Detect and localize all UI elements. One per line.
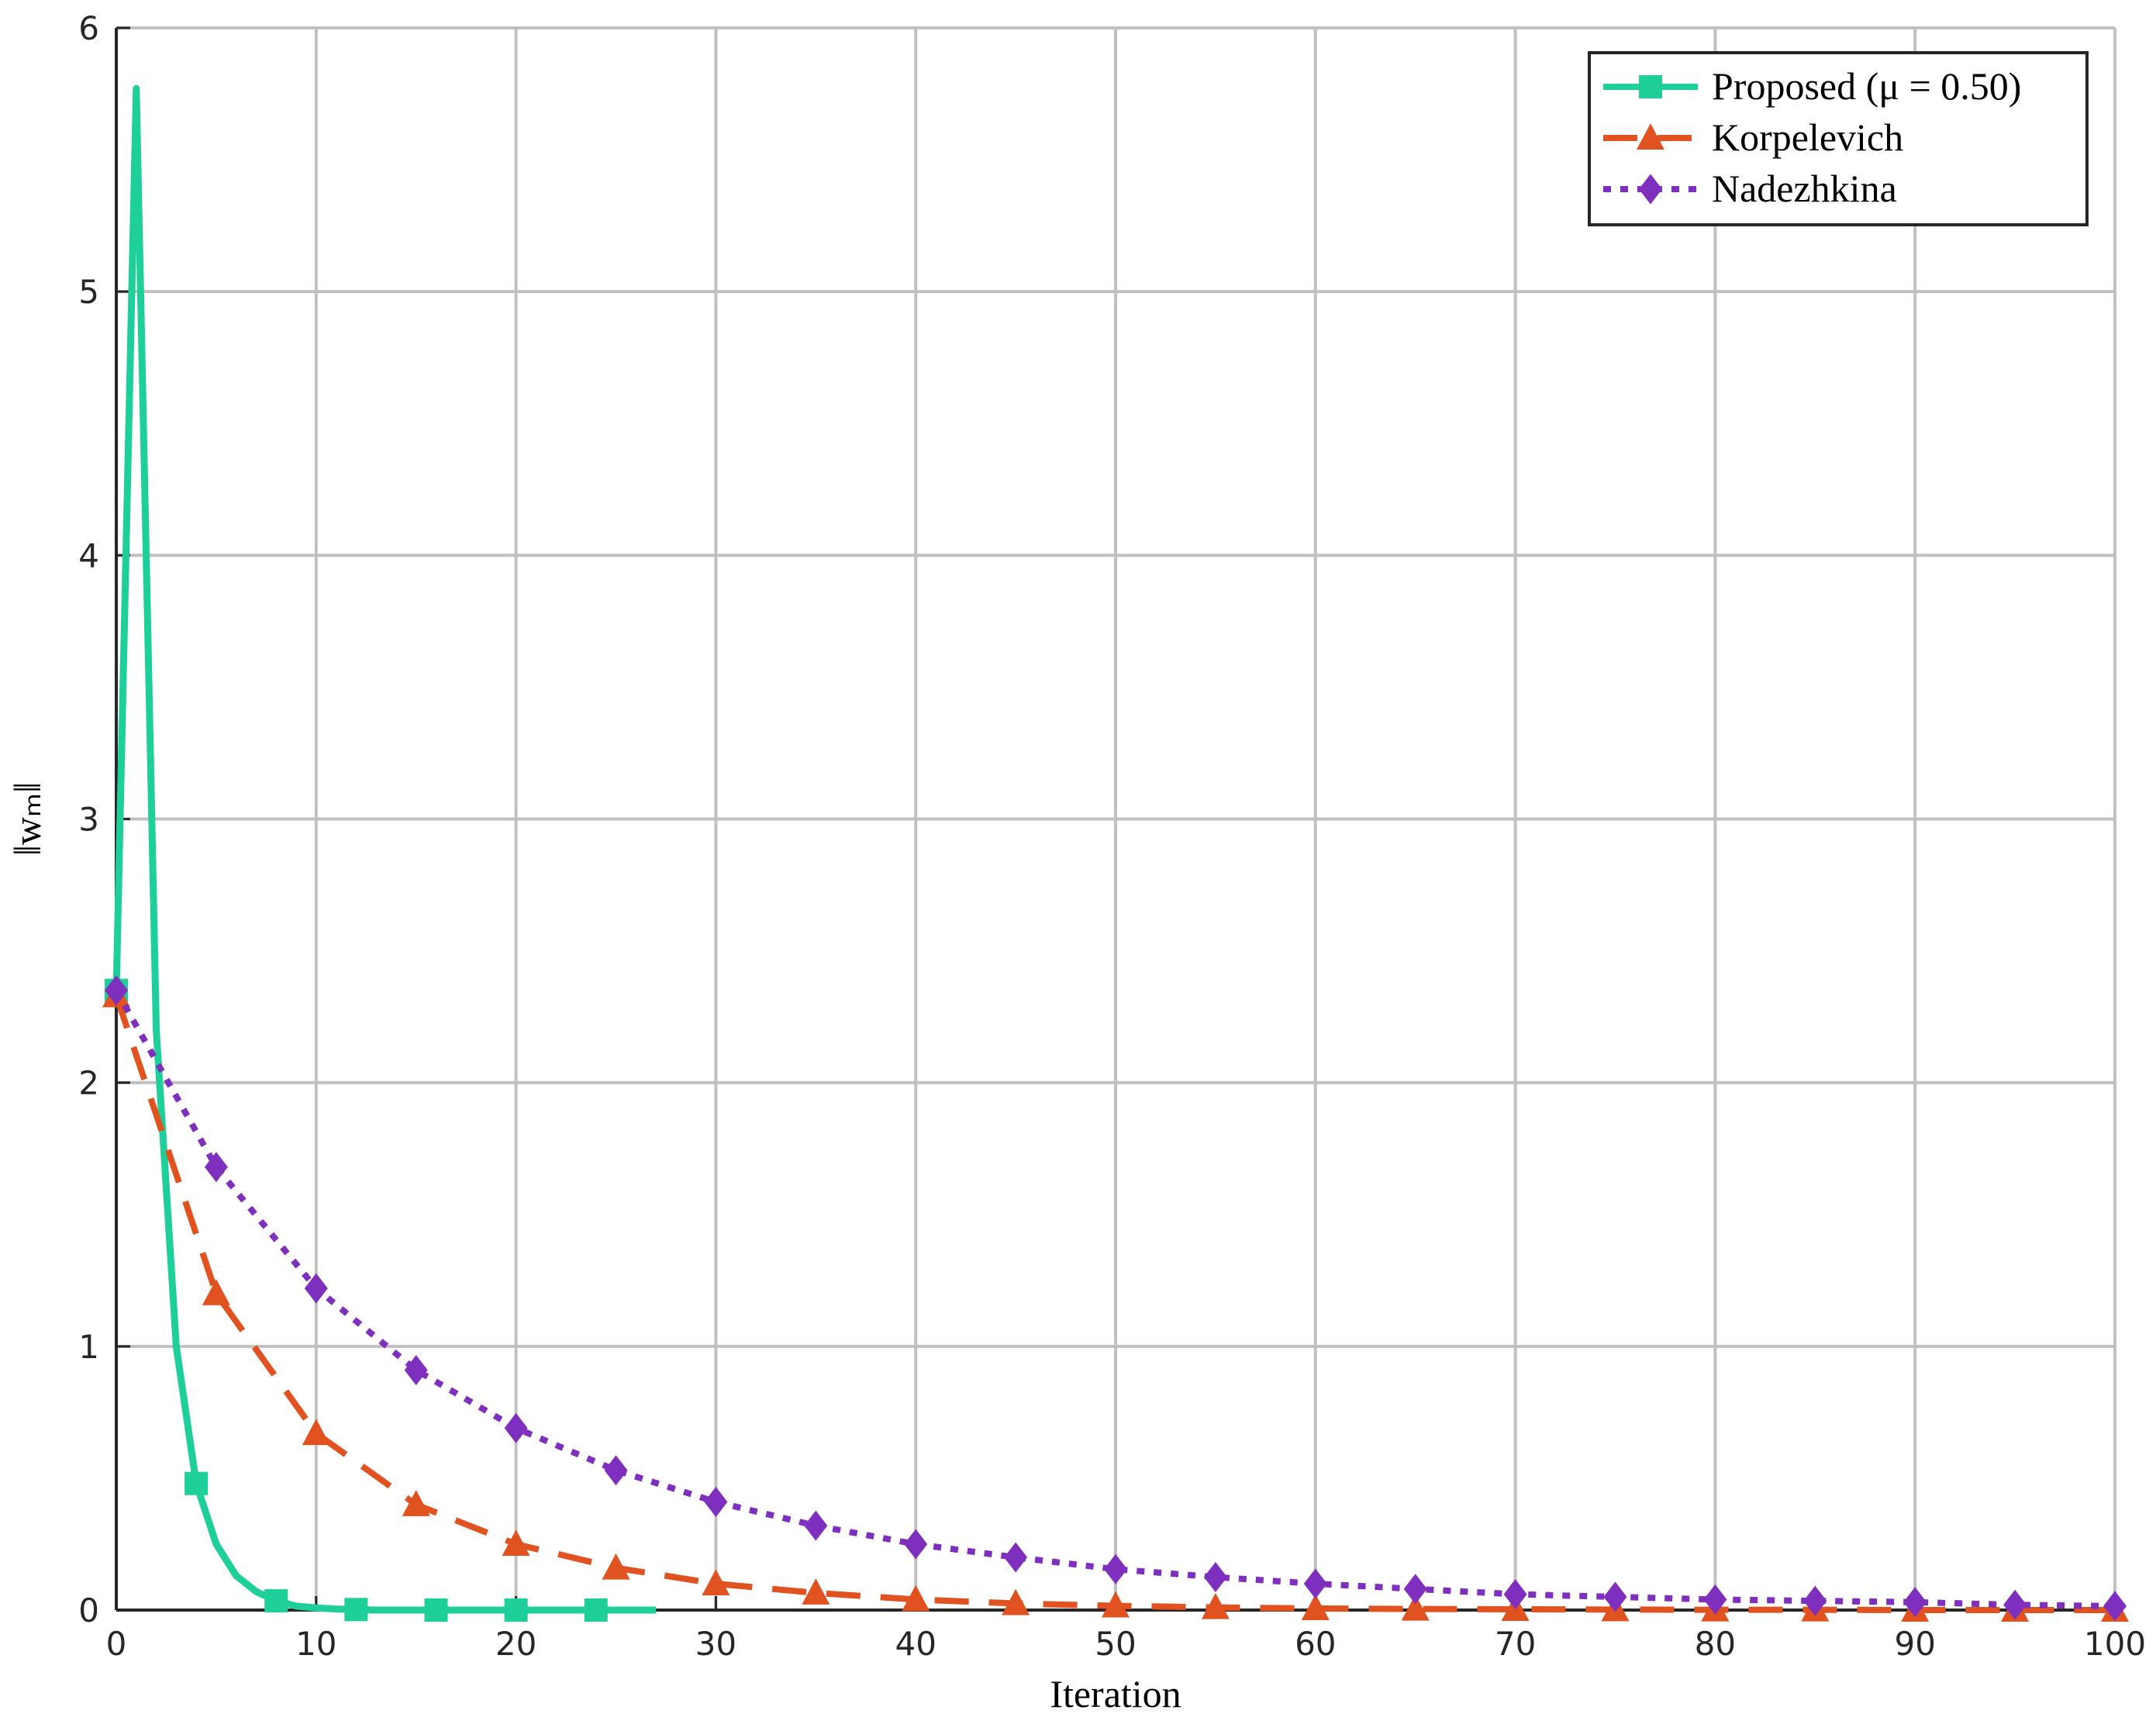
legend-label: Proposed (μ = 0.50) bbox=[1712, 64, 2021, 108]
marker bbox=[1201, 1592, 1230, 1619]
y-tick-label: 0 bbox=[78, 1591, 99, 1629]
legend-label: Nadezhkina bbox=[1712, 167, 1897, 210]
marker bbox=[602, 1553, 630, 1580]
x-tick-label: 10 bbox=[295, 1625, 336, 1663]
marker bbox=[904, 1529, 928, 1560]
marker bbox=[1703, 1584, 1727, 1615]
x-tick-label: 80 bbox=[1695, 1625, 1736, 1663]
marker bbox=[1637, 123, 1664, 150]
marker bbox=[1403, 1574, 1427, 1605]
marker bbox=[1639, 174, 1662, 205]
y-tick-label: 3 bbox=[78, 801, 99, 839]
marker bbox=[1203, 1561, 1227, 1592]
y-tick-label: 1 bbox=[78, 1328, 99, 1366]
y-axis-label: ‖wₘ‖ bbox=[5, 782, 49, 856]
marker bbox=[584, 1598, 608, 1622]
marker bbox=[2003, 1589, 2027, 1620]
marker bbox=[902, 1584, 930, 1612]
legend: Proposed (μ = 0.50) Korpelevich Nadezhkina bbox=[1588, 51, 2089, 226]
marker bbox=[1401, 1594, 1430, 1621]
y-tick-label: 5 bbox=[78, 273, 99, 311]
marker bbox=[105, 975, 128, 1006]
x-tick-label: 40 bbox=[895, 1625, 936, 1663]
x-tick-label: 30 bbox=[695, 1625, 736, 1663]
marker bbox=[1903, 1587, 1927, 1618]
marker bbox=[1301, 1594, 1330, 1620]
marker bbox=[404, 1354, 428, 1385]
marker bbox=[704, 1487, 728, 1518]
x-tick-label: 50 bbox=[1095, 1625, 1136, 1663]
marker bbox=[185, 1471, 209, 1495]
marker bbox=[202, 1279, 230, 1305]
y-tick-label: 6 bbox=[78, 9, 99, 47]
marker bbox=[1503, 1579, 1527, 1610]
x-tick-label: 0 bbox=[106, 1625, 127, 1663]
marker bbox=[402, 1490, 430, 1516]
marker bbox=[304, 1273, 328, 1304]
marker bbox=[502, 1529, 530, 1556]
marker bbox=[1002, 1588, 1030, 1615]
marker bbox=[204, 1152, 228, 1183]
y-tick-label: 4 bbox=[78, 536, 99, 574]
x-axis-label: Iteration bbox=[1050, 1672, 1181, 1715]
marker bbox=[802, 1578, 830, 1605]
marker bbox=[604, 1455, 628, 1486]
x-tick-label: 90 bbox=[1894, 1625, 1935, 1663]
x-tick-label: 70 bbox=[1495, 1625, 1536, 1663]
marker bbox=[1104, 1553, 1127, 1584]
marker bbox=[504, 1598, 528, 1622]
x-tick-label: 60 bbox=[1295, 1625, 1336, 1663]
marker bbox=[504, 1412, 528, 1443]
marker bbox=[302, 1419, 330, 1446]
marker bbox=[344, 1598, 368, 1622]
marker bbox=[1303, 1568, 1327, 1599]
series-line bbox=[112, 84, 657, 1614]
marker bbox=[1004, 1542, 1028, 1573]
marker bbox=[1603, 1581, 1627, 1612]
x-tick-label: 20 bbox=[495, 1625, 536, 1663]
marker bbox=[264, 1589, 288, 1613]
y-tick-label: 2 bbox=[78, 1064, 99, 1102]
marker bbox=[1803, 1585, 1827, 1616]
marker bbox=[1639, 75, 1662, 98]
marker bbox=[424, 1598, 448, 1622]
x-tick-label: 100 bbox=[2084, 1625, 2146, 1663]
marker bbox=[702, 1569, 730, 1595]
marker bbox=[1102, 1591, 1130, 1618]
marker bbox=[2103, 1591, 2127, 1622]
legend-label: Korpelevich bbox=[1712, 116, 1903, 159]
marker bbox=[804, 1510, 828, 1541]
